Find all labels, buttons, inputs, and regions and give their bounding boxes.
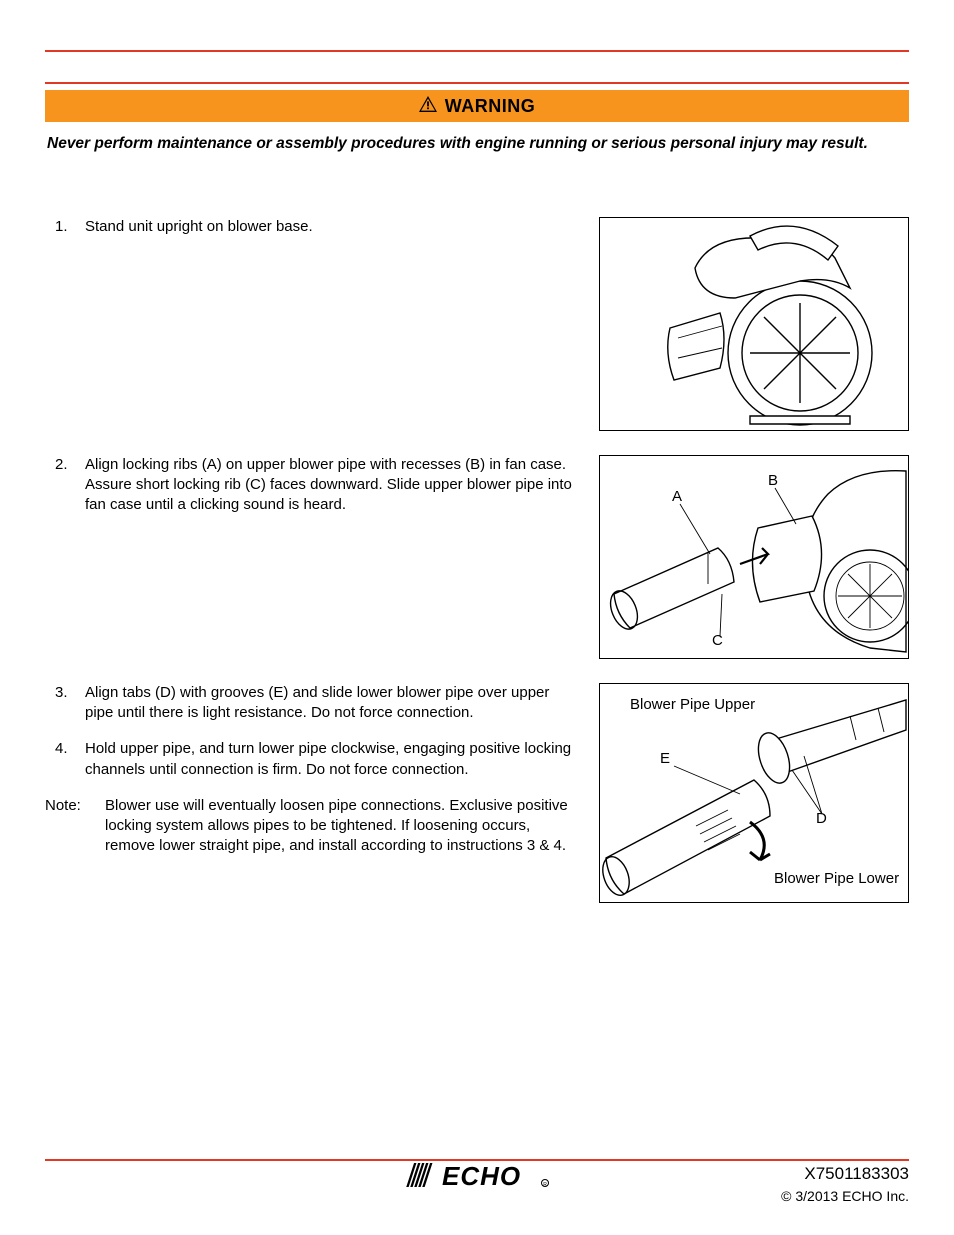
label-lower-pipe: Blower Pipe Lower	[774, 870, 899, 887]
callout-E: E	[660, 750, 670, 767]
logo-text: ECHO	[442, 1161, 521, 1191]
step-1: 1. Stand unit upright on blower base.	[45, 217, 575, 237]
copyright: © 3/2013 ECHO Inc.	[781, 1187, 909, 1206]
blower-unit-illustration	[600, 218, 908, 430]
step-text: Align tabs (D) with grooves (E) and slid…	[85, 683, 575, 724]
page-footer: ECHO R X7501183303 © 3/2013 ECHO Inc.	[45, 1159, 909, 1207]
footer-right: X7501183303 © 3/2013 ECHO Inc.	[781, 1163, 909, 1206]
step-text: Hold upper pipe, and turn lower pipe clo…	[85, 739, 575, 780]
note-text: Blower use will eventually loosen pipe c…	[105, 796, 575, 857]
note-label: Note:	[45, 796, 105, 857]
step-3: 3. Align tabs (D) with grooves (E) and s…	[45, 683, 575, 724]
row-step-3-4: 3. Align tabs (D) with grooves (E) and s…	[45, 683, 909, 909]
callout-C: C	[712, 632, 723, 649]
top-rule	[45, 50, 909, 52]
row-step-1: 1. Stand unit upright on blower base.	[45, 217, 909, 437]
step-number: 2.	[45, 455, 85, 516]
warning-title: WARNING	[445, 96, 536, 117]
step-text: Stand unit upright on blower base.	[85, 217, 575, 237]
pipe-fancase-illustration	[600, 456, 908, 658]
callout-A: A	[672, 488, 682, 505]
main-content: 1. Stand unit upright on blower base.	[45, 217, 909, 909]
echo-logo: ECHO R	[402, 1157, 552, 1197]
step-number: 4.	[45, 739, 85, 780]
step-4: 4. Hold upper pipe, and turn lower pipe …	[45, 739, 575, 780]
row-step-2: 2. Align locking ribs (A) on upper blowe…	[45, 455, 909, 665]
step-number: 3.	[45, 683, 85, 724]
figure-blower-unit	[599, 217, 909, 431]
svg-text:R: R	[543, 1182, 547, 1188]
step-number: 1.	[45, 217, 85, 237]
note: Note: Blower use will eventually loosen …	[45, 796, 575, 857]
warning-bar: WARNING	[45, 90, 909, 122]
figure-pipe-to-fancase: A B C	[599, 455, 909, 659]
warning-block: WARNING Never perform maintenance or ass…	[45, 82, 909, 155]
figure-pipe-connection: Blower Pipe Upper E D Blower Pipe Lower	[599, 683, 909, 903]
part-number: X7501183303	[781, 1163, 909, 1186]
warning-triangle-icon	[419, 96, 437, 117]
callout-B: B	[768, 472, 778, 489]
warning-top-rule	[45, 82, 909, 84]
warning-body: Never perform maintenance or assembly pr…	[47, 134, 907, 155]
step-2: 2. Align locking ribs (A) on upper blowe…	[45, 455, 575, 516]
step-text: Align locking ribs (A) on upper blower p…	[85, 455, 575, 516]
label-upper-pipe: Blower Pipe Upper	[630, 696, 755, 713]
callout-D: D	[816, 810, 827, 827]
